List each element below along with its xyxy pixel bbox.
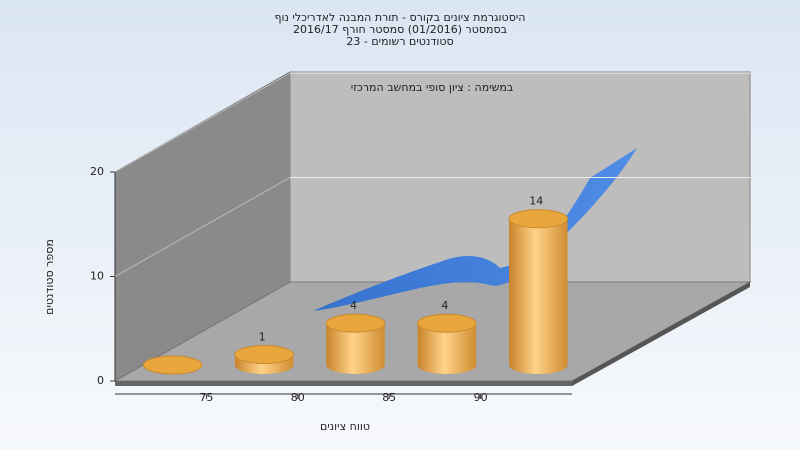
- data-label: 4: [441, 299, 448, 312]
- title-line: היסטוגרמת ציונים בקורס - תורת המבנה לאדר…: [275, 11, 526, 24]
- title-line: בסמסטר (01/2016) סמסטר חורף 2016/17: [293, 23, 507, 36]
- bar: [234, 345, 294, 374]
- grid-line: [114, 177, 291, 277]
- y-tick-label: 20: [90, 165, 104, 178]
- floor-edge: [572, 282, 750, 386]
- y-tick-label: 0: [97, 374, 104, 387]
- bar: [142, 355, 203, 375]
- data-label: 14: [529, 195, 543, 208]
- x-tick-label: 90: [474, 391, 488, 404]
- bar: [325, 313, 386, 374]
- bar: [417, 313, 477, 374]
- x-tick-label: 75: [199, 391, 213, 404]
- ribbon: [313, 148, 637, 311]
- title-line: סטודנטים רשומים - 23: [346, 35, 453, 48]
- data-label: 4: [350, 299, 357, 312]
- bar: [508, 209, 569, 374]
- y-axis-label: מספר סטודנטים: [43, 239, 56, 315]
- floor-edge: [115, 381, 572, 386]
- x-tick-label: 80: [291, 391, 305, 404]
- subtitle: במשימה : ציון סופי במחשב המרכזי: [351, 81, 514, 94]
- y-tick-label: 10: [90, 270, 104, 283]
- x-tick-label: 85: [382, 391, 396, 404]
- data-label: 1: [259, 331, 266, 344]
- x-axis-label: טווח ציונים: [320, 420, 370, 433]
- grid-line: [114, 72, 291, 173]
